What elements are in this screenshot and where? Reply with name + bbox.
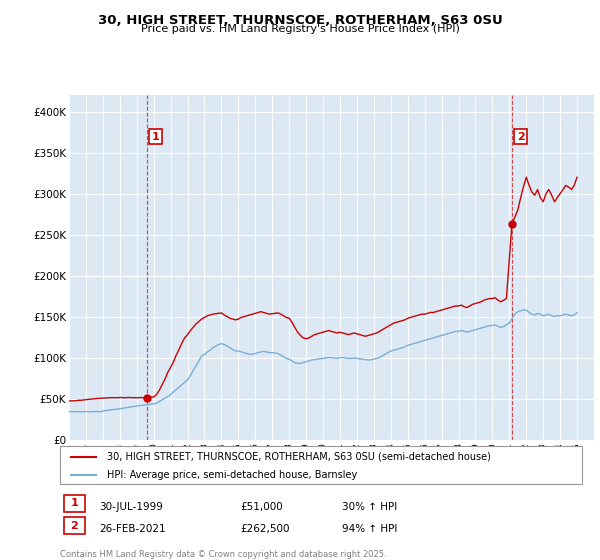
FancyBboxPatch shape	[64, 495, 85, 512]
Text: £262,500: £262,500	[240, 524, 290, 534]
FancyBboxPatch shape	[60, 446, 582, 484]
Text: Price paid vs. HM Land Registry's House Price Index (HPI): Price paid vs. HM Land Registry's House …	[140, 24, 460, 34]
Text: 30, HIGH STREET, THURNSCOE, ROTHERHAM, S63 0SU (semi-detached house): 30, HIGH STREET, THURNSCOE, ROTHERHAM, S…	[107, 452, 491, 462]
Text: 30% ↑ HPI: 30% ↑ HPI	[342, 502, 397, 512]
Text: 94% ↑ HPI: 94% ↑ HPI	[342, 524, 397, 534]
Text: 26-FEB-2021: 26-FEB-2021	[99, 524, 166, 534]
Text: Contains HM Land Registry data © Crown copyright and database right 2025.
This d: Contains HM Land Registry data © Crown c…	[60, 550, 386, 560]
Text: 2: 2	[517, 132, 524, 142]
Text: 30, HIGH STREET, THURNSCOE, ROTHERHAM, S63 0SU: 30, HIGH STREET, THURNSCOE, ROTHERHAM, S…	[98, 14, 502, 27]
Text: 1: 1	[152, 132, 160, 142]
Text: £51,000: £51,000	[240, 502, 283, 512]
Text: 30-JUL-1999: 30-JUL-1999	[99, 502, 163, 512]
Text: HPI: Average price, semi-detached house, Barnsley: HPI: Average price, semi-detached house,…	[107, 470, 357, 480]
Text: 2: 2	[71, 521, 78, 531]
FancyBboxPatch shape	[64, 517, 85, 534]
Text: 1: 1	[71, 498, 78, 508]
